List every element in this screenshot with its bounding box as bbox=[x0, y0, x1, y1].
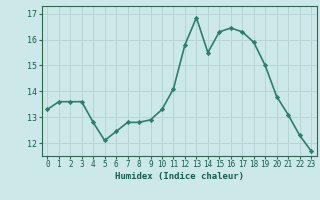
X-axis label: Humidex (Indice chaleur): Humidex (Indice chaleur) bbox=[115, 172, 244, 181]
